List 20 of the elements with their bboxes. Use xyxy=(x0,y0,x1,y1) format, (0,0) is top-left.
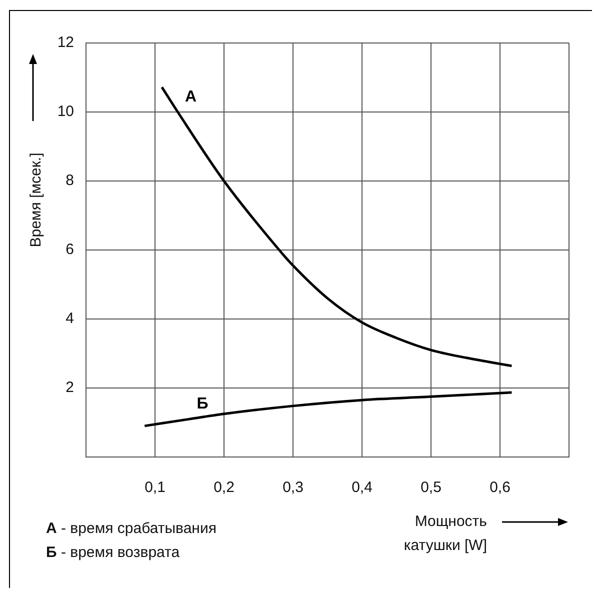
text: А - время срабатывания xyxy=(46,519,216,539)
y-tick-label: 2 xyxy=(66,379,74,396)
y-tick-label: 12 xyxy=(57,34,74,52)
x-tick-label: 0,5 xyxy=(420,479,442,496)
x-tick-label: 0,1 xyxy=(144,479,166,496)
y-tick-label: 6 xyxy=(66,241,74,258)
series-label: Б xyxy=(196,395,208,412)
x-tick-label: 0,4 xyxy=(352,479,372,496)
x-tick-label: 0,2 xyxy=(214,479,234,496)
line-series xyxy=(143,391,513,428)
series-label: А xyxy=(184,88,197,106)
x-tick-label: 0,3 xyxy=(282,479,304,496)
y-tick-label: 8 xyxy=(66,172,74,190)
y-axis-title: Время [мсек.] xyxy=(28,152,44,248)
y-tick-label: 4 xyxy=(66,310,74,328)
x-tick-label: 0,6 xyxy=(490,479,510,496)
x-axis-title: Мощность катушки [W] xyxy=(402,512,487,556)
line-series xyxy=(160,86,513,368)
text: Б - время возврата xyxy=(46,543,181,563)
y-tick-label: 10 xyxy=(57,103,74,120)
